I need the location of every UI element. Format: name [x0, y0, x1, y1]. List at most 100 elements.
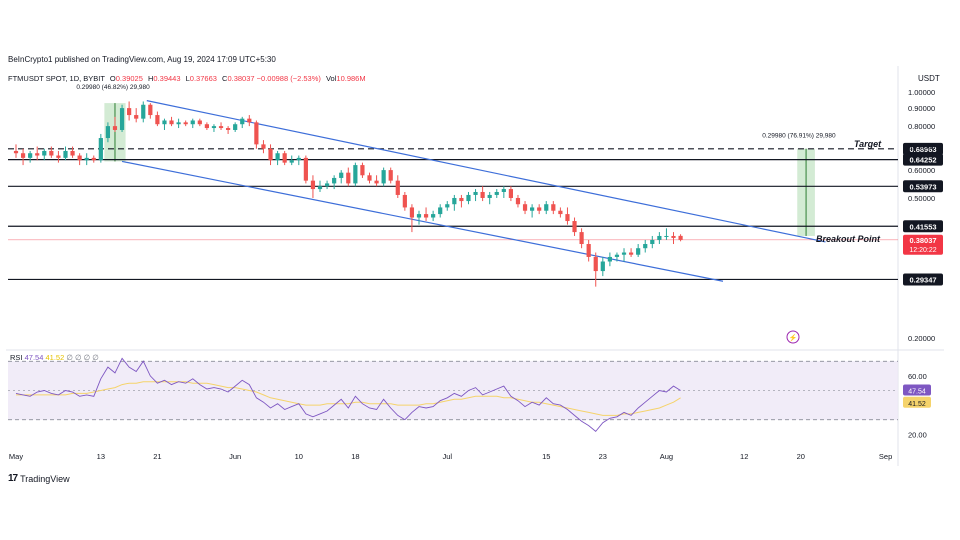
- tradingview-logo[interactable]: 17 TradingView: [8, 473, 70, 484]
- level-tag-0: [903, 142, 943, 155]
- candle-body-83: [600, 261, 605, 272]
- candle-body-25: [190, 120, 195, 125]
- current-price-label: 0.38037: [909, 236, 936, 245]
- candle-body-84: [607, 256, 612, 262]
- candle-body-49: [360, 165, 365, 176]
- candle-body-73: [530, 207, 535, 211]
- candle-body-47: [346, 172, 351, 184]
- candle-body-19: [148, 104, 153, 116]
- candle-body-38: [282, 153, 287, 163]
- currency-label[interactable]: USDT: [918, 74, 940, 83]
- candle-body-35: [261, 144, 266, 149]
- candle-body-65: [473, 191, 478, 195]
- candle-body-11: [91, 157, 96, 161]
- y-tick-4: 0.60000: [908, 166, 935, 175]
- candle-body-60: [438, 207, 443, 215]
- close-value: 0.38037: [227, 74, 255, 83]
- volume-label: Vol: [325, 74, 337, 83]
- candle-body-5: [49, 150, 54, 156]
- candle-body-78: [565, 214, 570, 222]
- candle-body-7: [63, 150, 68, 158]
- level-tag-label-0: 0.68963: [909, 145, 936, 154]
- candle-body-59: [431, 214, 436, 218]
- countdown-label: 12:20:22: [909, 247, 936, 254]
- candle-body-41: [303, 157, 308, 181]
- x-tick-5: 18: [351, 452, 359, 461]
- x-tick-2: 21: [153, 452, 161, 461]
- symbol-label: FTMUSDT SPOT, 1D, BYBIT: [8, 74, 105, 83]
- low-label: L: [185, 74, 190, 83]
- candle-body-53: [388, 170, 393, 181]
- candle-body-0: [13, 150, 19, 154]
- x-tick-4: 10: [295, 452, 303, 461]
- x-tick-3: Jun: [229, 452, 241, 461]
- chart-area[interactable]: 0.29980 (46.82%) 29,980 0.29980 (76.91%) …: [6, 66, 944, 466]
- x-tick-8: 23: [599, 452, 607, 461]
- candle-body-43: [317, 186, 323, 190]
- x-tick-10: 12: [740, 452, 748, 461]
- candle-body-61: [445, 204, 450, 208]
- candle-body-54: [395, 180, 400, 195]
- candle-body-17: [134, 115, 139, 119]
- candle-body-8: [70, 150, 75, 156]
- level-tag-label-3: 0.41553: [909, 222, 936, 231]
- y-tick-6: 0.20000: [908, 334, 935, 343]
- candle-body-15: [119, 108, 125, 130]
- candle-body-74: [537, 207, 542, 211]
- candle-body-16: [127, 108, 132, 116]
- candle-body-91: [657, 235, 662, 240]
- candle-body-24: [183, 122, 188, 125]
- current-price-tag: [903, 234, 943, 255]
- candle-body-56: [409, 207, 415, 218]
- measure-label-left: 0.29980 (46.82%) 29,980: [76, 84, 150, 91]
- level-tag-label-1: 0.64252: [909, 156, 936, 165]
- high-value: 0.39443: [153, 74, 181, 83]
- rsi-ma-value: 41.52: [45, 353, 65, 362]
- candle-body-2: [28, 153, 33, 158]
- rsi-value-tag-label: 47.54: [908, 388, 926, 395]
- level-tag-2: [903, 180, 943, 193]
- candle-body-80: [579, 232, 584, 245]
- candle-body-93: [671, 235, 676, 238]
- candle-body-21: [162, 120, 167, 125]
- breakout-annotation: Breakout Point: [816, 234, 881, 244]
- candle-body-70: [508, 189, 513, 198]
- candle-body-88: [636, 248, 641, 255]
- x-tick-0: May: [9, 452, 23, 461]
- rsi-name: RSI: [10, 353, 23, 362]
- rsi-extra: ∅ ∅ ∅ ∅: [66, 353, 99, 362]
- rsi-ma-tag: [903, 396, 931, 408]
- candle-body-89: [643, 244, 648, 249]
- chart-svg: 0.29980 (46.82%) 29,980 0.29980 (76.91%) …: [6, 66, 944, 466]
- x-tick-6: Jul: [442, 452, 452, 461]
- level-tag-label-2: 0.53973: [909, 182, 936, 191]
- channel-upper: [146, 100, 826, 243]
- candle-body-10: [84, 157, 89, 161]
- candle-body-22: [169, 120, 174, 125]
- candle-body-51: [374, 180, 379, 184]
- candle-body-34: [254, 122, 259, 145]
- level-tag-1: [903, 153, 943, 166]
- candle-body-28: [211, 126, 217, 129]
- candle-body-27: [204, 124, 209, 129]
- candle-body-26: [197, 120, 202, 125]
- candle-body-92: [664, 235, 669, 237]
- candle-body-6: [56, 155, 61, 158]
- candle-body-69: [501, 189, 506, 192]
- candle-body-48: [353, 165, 358, 184]
- measure-label-right: 0.29980 (76.91%) 29,980: [762, 133, 836, 140]
- candle-body-81: [586, 244, 591, 257]
- candle-body-72: [522, 204, 528, 211]
- candle-body-62: [452, 197, 457, 205]
- candle-body-90: [650, 239, 655, 245]
- candle-body-4: [42, 150, 47, 156]
- change-value: −0.00988 (−2.53%): [256, 74, 321, 83]
- event-circle-icon: [786, 330, 800, 344]
- rsi-legend: RSI 47.54 41.52 ∅ ∅ ∅ ∅: [10, 353, 99, 362]
- candle-body-42: [310, 180, 316, 190]
- candle-body-71: [515, 197, 521, 205]
- candle-body-44: [324, 183, 330, 187]
- candle-body-50: [367, 175, 372, 181]
- candle-body-76: [551, 204, 556, 211]
- channel-lower: [121, 160, 724, 282]
